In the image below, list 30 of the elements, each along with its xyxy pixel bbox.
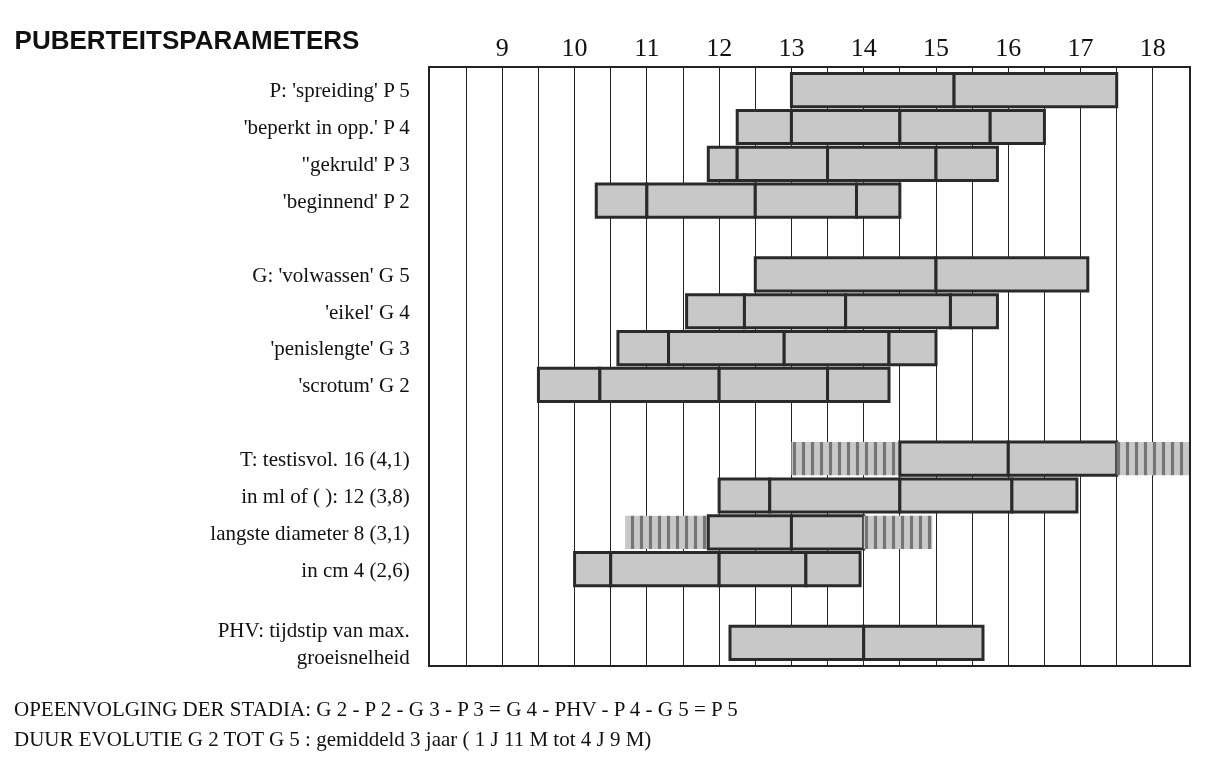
- y-tick-label: G: 'volwassen' G 5: [252, 262, 410, 287]
- bar: [791, 442, 900, 476]
- y-tick-label: T: testisvol. 16 (4,1): [239, 446, 410, 471]
- x-tick-label: 18: [1139, 32, 1166, 62]
- x-tick-label: 10: [561, 32, 588, 62]
- text: DUUR EVOLUTIE G 2 TOT G 5 : gemiddeld 3 jaar ( 1 J 11 M tot 4 J 9 M): [14, 727, 652, 751]
- x-tick-label: 13: [778, 32, 805, 62]
- x-tick-label: 9: [495, 32, 509, 62]
- y-tick-label: in ml of ( ): 12 (3,8): [241, 483, 410, 508]
- x-tick-label: 16: [995, 32, 1022, 62]
- y-tick-label: PHV: tijdstip van max. groeisnelheid: [217, 617, 411, 669]
- x-tick-label: 14: [850, 32, 877, 62]
- y-tick-label: 'beperkt in opp.' P 4: [243, 115, 411, 140]
- x-tick-label: 17: [1067, 32, 1094, 62]
- bar: [1116, 442, 1189, 476]
- y-tick-label: 'beginnend' P 2: [282, 189, 410, 214]
- text: PUBERTEITSPARAMETERS: [14, 25, 360, 56]
- y-tick-label: "gekruld' P 3: [301, 152, 410, 177]
- x-tick-label: 15: [923, 32, 949, 62]
- y-tick-label: in cm 4 (2,6): [301, 557, 410, 582]
- x-tick-label: 12: [706, 32, 733, 62]
- y-tick-label: 'eikel' G 4: [325, 299, 411, 324]
- y-tick-label: 'penislengte' G 3: [270, 336, 410, 361]
- bar: [625, 515, 709, 549]
- text: OPEENVOLGING DER STADIA: G 2 - P 2 - G 3 - P 3 = G 4 - PHV - P 4 - G 5 = P 5: [14, 697, 738, 721]
- y-tick-label: 'scrotum' G 2: [298, 373, 410, 398]
- bar: [863, 515, 933, 549]
- y-tick-label: P: 'spreiding' P 5: [269, 78, 410, 103]
- x-tick-label: 11: [634, 32, 660, 62]
- y-tick-label: langste diameter 8 (3,1): [210, 520, 410, 545]
